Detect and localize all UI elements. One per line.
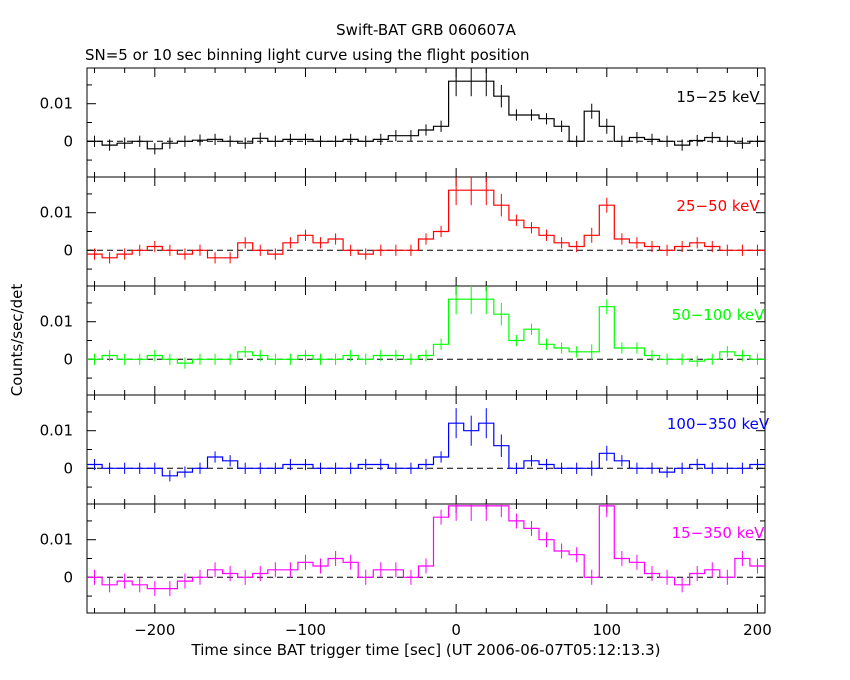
light-curve-line bbox=[87, 189, 765, 259]
y-tick-label: 0.01 bbox=[40, 531, 73, 549]
band-label: 100−350 keV bbox=[667, 415, 770, 433]
light-curve-line bbox=[87, 298, 765, 364]
band-label: 50−100 keV bbox=[672, 306, 765, 324]
y-tick-label: 0.01 bbox=[40, 204, 73, 222]
series-1 bbox=[87, 177, 765, 264]
y-tick-label: 0.01 bbox=[40, 95, 73, 113]
series-2 bbox=[87, 286, 765, 369]
panel-2: 0 0.01 50−100 keV bbox=[40, 285, 766, 396]
chart-title: Swift-BAT GRB 060607A bbox=[336, 21, 516, 39]
band-label: 15−350 keV bbox=[672, 524, 765, 542]
band-label: 25−50 keV bbox=[676, 197, 760, 215]
y-tick-label: 0 bbox=[63, 459, 73, 477]
panel-3: 0 0.01 100−350 keV bbox=[40, 394, 770, 505]
band-label: 15−25 keV bbox=[676, 88, 760, 106]
panel-frame bbox=[86, 394, 766, 505]
x-tick-label: 200 bbox=[743, 621, 772, 639]
y-axis-label: Counts/sec/det bbox=[8, 284, 26, 397]
x-tick-label: −100 bbox=[285, 621, 326, 639]
light-curve-line bbox=[87, 505, 765, 590]
light-curve-line bbox=[87, 422, 765, 477]
y-tick-label: 0 bbox=[63, 132, 73, 150]
light-curve-line bbox=[87, 80, 765, 150]
y-tick-label: 0.01 bbox=[40, 422, 73, 440]
panel-0: 0 0.01 15−25 keV bbox=[40, 67, 766, 178]
y-tick-label: 0 bbox=[63, 350, 73, 368]
y-tick-label: 0 bbox=[63, 568, 73, 586]
x-tick-label: 100 bbox=[592, 621, 621, 639]
panel-frame bbox=[86, 285, 766, 396]
y-tick-label: 0.01 bbox=[40, 313, 73, 331]
series-0 bbox=[87, 68, 765, 155]
panel-frame bbox=[86, 67, 766, 178]
x-tick-label: 0 bbox=[451, 621, 461, 639]
x-axis-label: Time since BAT trigger time [sec] (UT 20… bbox=[191, 641, 661, 659]
x-tick-label: −200 bbox=[134, 621, 175, 639]
chart-subtitle: SN=5 or 10 sec binning light curve using… bbox=[85, 46, 530, 64]
panel-1: 0 0.01 25−50 keV bbox=[40, 176, 766, 287]
y-tick-label: 0 bbox=[63, 241, 73, 259]
series-3 bbox=[87, 408, 765, 482]
panel-4: 0 0.01 15−350 keV bbox=[40, 503, 766, 614]
panel-frame bbox=[86, 176, 766, 287]
series-4 bbox=[87, 504, 765, 597]
panels: 0 0.01 15−25 keV 0 0.01 25−50 keV 0 0.01 50−100 … bbox=[40, 67, 772, 639]
